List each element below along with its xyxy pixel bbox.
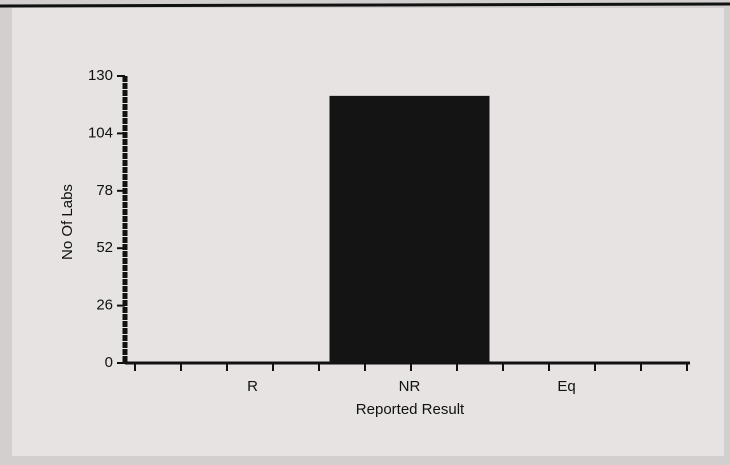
- x-tick-label: Eq: [557, 378, 575, 395]
- y-tick-label: 0: [105, 354, 113, 371]
- y-tick-label: 130: [88, 67, 113, 84]
- bar: [329, 95, 490, 363]
- x-tick-label: NR: [399, 378, 421, 395]
- y-tick-label: 78: [96, 182, 113, 199]
- y-axis-title: No Of Labs: [59, 184, 76, 260]
- x-tick-label: R: [247, 378, 258, 395]
- y-tick-label: 52: [96, 239, 113, 256]
- x-axis-title: Reported Result: [356, 401, 465, 418]
- y-tick-label: 26: [96, 297, 113, 314]
- y-tick-label: 104: [88, 124, 113, 141]
- top-border: [0, 2, 730, 8]
